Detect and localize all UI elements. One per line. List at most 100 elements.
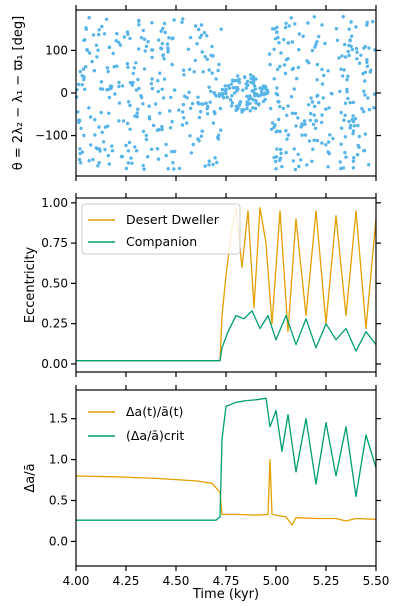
scatter-point (210, 71, 214, 75)
scatter-point (353, 117, 358, 121)
scatter-point (83, 38, 87, 42)
scatter-point (249, 96, 253, 100)
scatter-point (324, 107, 328, 111)
scatter-point (303, 122, 307, 127)
scatter-point (346, 74, 350, 78)
scatter-point (232, 78, 236, 83)
scatter-points (74, 15, 377, 172)
scatter-point (241, 88, 245, 92)
scatter-point (307, 139, 312, 143)
scatter-point (183, 94, 187, 98)
scatter-point (231, 86, 235, 90)
y-tick-label: 0.0 (49, 534, 68, 548)
scatter-point (128, 103, 132, 108)
scatter-point (168, 109, 172, 113)
scatter-point (186, 47, 191, 51)
scatter-point (177, 166, 182, 171)
scatter-point (216, 137, 221, 141)
scatter-point (158, 71, 162, 75)
scatter-point (343, 42, 347, 47)
scatter-point (151, 123, 156, 128)
scatter-point (263, 97, 267, 102)
scatter-point (196, 100, 200, 105)
scatter-point (274, 155, 279, 159)
scatter-point (199, 110, 203, 114)
scatter-point (274, 91, 278, 96)
panel-delta-a-frame (75, 389, 377, 567)
scatter-point (338, 160, 342, 164)
scatter-point (285, 113, 289, 118)
scatter-point (320, 23, 324, 27)
x-tick-label: 4.25 (113, 574, 140, 588)
scatter-point (312, 138, 316, 142)
scatter-point (290, 67, 294, 72)
scatter-point (237, 103, 241, 108)
scatter-point (367, 163, 371, 167)
scatter-point (125, 62, 130, 66)
scatter-point (326, 140, 331, 144)
scatter-point (107, 162, 112, 166)
scatter-point (147, 104, 151, 108)
scatter-point (238, 100, 243, 104)
scatter-point (309, 96, 313, 100)
scatter-point (93, 118, 97, 122)
scatter-point (315, 62, 320, 67)
scatter-point (274, 159, 278, 164)
scatter-point (199, 23, 204, 27)
y-tick-label: 0 (60, 86, 68, 100)
scatter-point (131, 80, 135, 85)
scatter-point (187, 90, 191, 95)
scatter-point (164, 153, 168, 158)
y-tick-label: 0.5 (49, 494, 68, 508)
scatter-point (365, 64, 370, 69)
scatter-point (200, 50, 204, 54)
scatter-point (115, 32, 119, 36)
scatter-point (310, 48, 315, 53)
scatter-point (172, 88, 177, 92)
scatter-point (217, 62, 221, 67)
scatter-point (98, 149, 102, 153)
scatter-point (87, 51, 92, 55)
scatter-point (256, 103, 261, 107)
scatter-point (150, 86, 154, 91)
scatter-point (134, 149, 139, 153)
scatter-point (320, 113, 324, 117)
scatter-point (343, 55, 348, 59)
scatter-point (327, 106, 331, 110)
scatter-point (170, 37, 174, 41)
scatter-point (87, 159, 91, 163)
scatter-point (351, 131, 355, 136)
scatter-point (278, 104, 282, 109)
scatter-point (217, 92, 222, 96)
panel-delta-a-xlabel: Time (kyr) (192, 587, 259, 602)
scatter-point (296, 116, 300, 120)
scatter-point (189, 151, 194, 155)
scatter-point (321, 96, 325, 100)
scatter-point (99, 80, 104, 84)
scatter-point (356, 123, 360, 128)
scatter-point (317, 34, 321, 39)
scatter-point (316, 93, 320, 98)
scatter-point (236, 106, 240, 111)
scatter-point (142, 167, 146, 171)
scatter-point (191, 142, 195, 147)
legend-desert-label: Desert Dweller (126, 212, 220, 227)
scatter-point (237, 80, 242, 85)
scatter-point (159, 47, 164, 51)
scatter-point (335, 38, 340, 42)
scatter-point (220, 87, 225, 92)
scatter-point (80, 150, 85, 154)
y-tick-label: −100 (35, 129, 68, 143)
scatter-point (224, 88, 228, 92)
scatter-point (201, 70, 205, 74)
scatter-point (166, 167, 170, 171)
scatter-point (188, 35, 193, 40)
y-tick-label: 100 (45, 43, 68, 57)
y-tick-label: 1.0 (49, 453, 68, 467)
legend-delta-a: Δa(t)/ā(t) (Δa/ā)crit (88, 404, 184, 443)
scatter-point (79, 126, 83, 130)
scatter-point (279, 51, 283, 55)
scatter-point (232, 91, 237, 95)
scatter-point (85, 48, 89, 52)
panel-eccentricity-ticks: 0.00 0.25 0.50 0.75 1.00 (41, 193, 381, 377)
